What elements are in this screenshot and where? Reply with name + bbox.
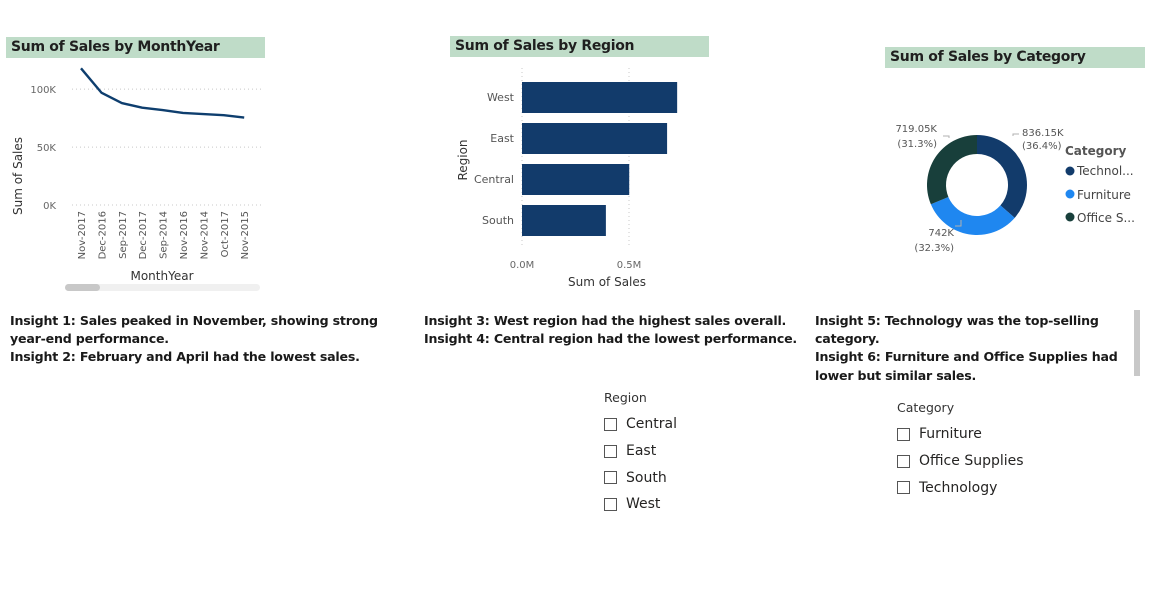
region-option-label: East [626, 443, 657, 460]
donut-label-office-pct: (31.3%) [897, 139, 937, 150]
region-option-label: West [626, 496, 661, 513]
donut-legend-title: Category [1065, 144, 1127, 158]
donut-chart-title: Sum of Sales by Category [885, 47, 1145, 68]
sales-line[interactable] [80, 67, 245, 119]
bar-east[interactable] [522, 123, 668, 154]
donut-label-tech-pct: (36.4%) [1022, 141, 1062, 152]
checkbox[interactable] [897, 454, 910, 468]
line-y-axis-title: Sum of Sales [11, 137, 25, 215]
line-x-tick-label: Nov-2015 [240, 211, 251, 259]
line-horizontal-scrollbar[interactable] [65, 284, 260, 291]
region-slicer-title: Region [604, 390, 647, 405]
legend-item-furniture[interactable]: Furniture [1065, 188, 1131, 202]
line-y-tick-label: 100K [30, 85, 56, 96]
bar-x-axis-title: Sum of Sales [568, 275, 646, 289]
insight-3: Insight 3: West region had the highest s… [424, 313, 787, 328]
line-chart[interactable]: 0K 50K 100K Nov-2017 Dec-2016 Sep-2017 Dec-20… [0, 40, 270, 300]
legend-label-office-supplies: Office S... [1077, 211, 1135, 225]
bar-chart-title: Sum of Sales by Region [450, 36, 709, 57]
insight-1: Insight 1: Sales peaked in November, sho… [10, 313, 378, 347]
donut-label-furniture-pct: (32.3%) [914, 243, 954, 254]
bar-category-label: South [482, 214, 514, 227]
legend-marker-furniture [1065, 189, 1075, 199]
line-x-tick-label: Oct-2017 [220, 211, 231, 257]
donut-label-office-value: 719.05K [895, 124, 937, 135]
bar-south[interactable] [522, 205, 606, 236]
donut-slice-office-supplies[interactable] [927, 135, 977, 205]
line-scrollbar-thumb[interactable] [65, 284, 100, 291]
legend-label-technology: Technol... [1076, 164, 1134, 178]
category-slicer: Category Furniture Office Supplies Techn… [897, 400, 1024, 501]
region-option-south[interactable]: South [604, 464, 677, 491]
line-y-tick-label: 50K [37, 143, 57, 154]
bar-category-label: East [490, 132, 514, 145]
donut-chart[interactable]: 836.15K (36.4%) 719.05K (31.3%) 742K (32… [885, 90, 1149, 290]
line-x-tick-label: Dec-2016 [97, 211, 108, 259]
donut-label-furniture-value: 742K [928, 228, 954, 239]
legend-item-technology[interactable]: Technol... [1065, 164, 1134, 178]
line-x-tick-label: Sep-2014 [159, 211, 170, 259]
line-x-axis-title: MonthYear [130, 269, 193, 283]
checkbox[interactable] [604, 417, 617, 431]
legend-item-office-supplies[interactable]: Office S... [1065, 211, 1135, 225]
category-option-label: Office Supplies [919, 453, 1024, 470]
bar-x-tick-label: 0.5M [617, 260, 642, 271]
category-option-technology[interactable]: Technology [897, 474, 1024, 501]
line-chart-title: Sum of Sales by MonthYear [6, 37, 265, 58]
insights-text-1: Insight 1: Sales peaked in November, sho… [10, 312, 390, 367]
bar-x-tick-label: 0.0M [510, 260, 535, 271]
donut-label-tech-value: 836.15K [1022, 128, 1064, 139]
region-slicer: Region Central East South West [604, 390, 677, 518]
bar-category-label: West [487, 91, 515, 104]
bar-chart[interactable]: West East Central South 0.0M 0.5M Region Sum… [450, 50, 710, 295]
category-option-office-supplies[interactable]: Office Supplies [897, 448, 1024, 475]
bar-central[interactable] [522, 164, 630, 195]
legend-marker-office-supplies [1065, 212, 1075, 222]
donut-slice-furniture[interactable] [930, 196, 1015, 235]
line-x-tick-label: Nov-2014 [199, 211, 210, 259]
line-x-tick-label: Nov-2016 [179, 211, 190, 259]
donut-slice-technology[interactable] [977, 135, 1027, 218]
region-option-east[interactable]: East [604, 438, 677, 465]
line-x-tick-label: Nov-2017 [77, 211, 88, 259]
bar-y-axis-title: Region [456, 139, 470, 180]
checkbox[interactable] [604, 444, 617, 458]
line-x-tick-label: Sep-2017 [118, 211, 129, 259]
category-option-label: Furniture [919, 426, 982, 443]
legend-marker-technology [1065, 166, 1075, 176]
category-option-label: Technology [919, 479, 998, 496]
insights-vertical-scrollbar[interactable] [1134, 310, 1140, 376]
region-option-central[interactable]: Central [604, 411, 677, 438]
checkbox[interactable] [897, 427, 910, 441]
checkbox[interactable] [604, 471, 617, 485]
insights-text-3: Insight 5: Technology was the top-sellin… [815, 312, 1135, 385]
checkbox[interactable] [897, 481, 910, 495]
line-x-tick-label: Dec-2017 [138, 211, 149, 259]
bar-category-label: Central [474, 173, 514, 186]
legend-label-furniture: Furniture [1077, 188, 1131, 202]
region-option-west[interactable]: West [604, 491, 677, 518]
category-slicer-title: Category [897, 400, 955, 415]
category-option-furniture[interactable]: Furniture [897, 421, 1024, 448]
region-option-label: Central [626, 416, 677, 433]
insight-2: Insight 2: February and April had the lo… [10, 349, 360, 365]
insight-4: Insight 4: Central region had the lowest… [424, 331, 798, 347]
line-y-tick-label: 0K [43, 201, 56, 212]
insight-5: Insight 5: Technology was the top-sellin… [815, 313, 1099, 347]
region-option-label: South [626, 469, 667, 486]
bar-west[interactable] [522, 82, 678, 113]
checkbox[interactable] [604, 497, 617, 511]
insight-6: Insight 6: Furniture and Office Supplies… [815, 349, 1118, 383]
insights-text-2: Insight 3: West region had the highest s… [424, 312, 804, 348]
